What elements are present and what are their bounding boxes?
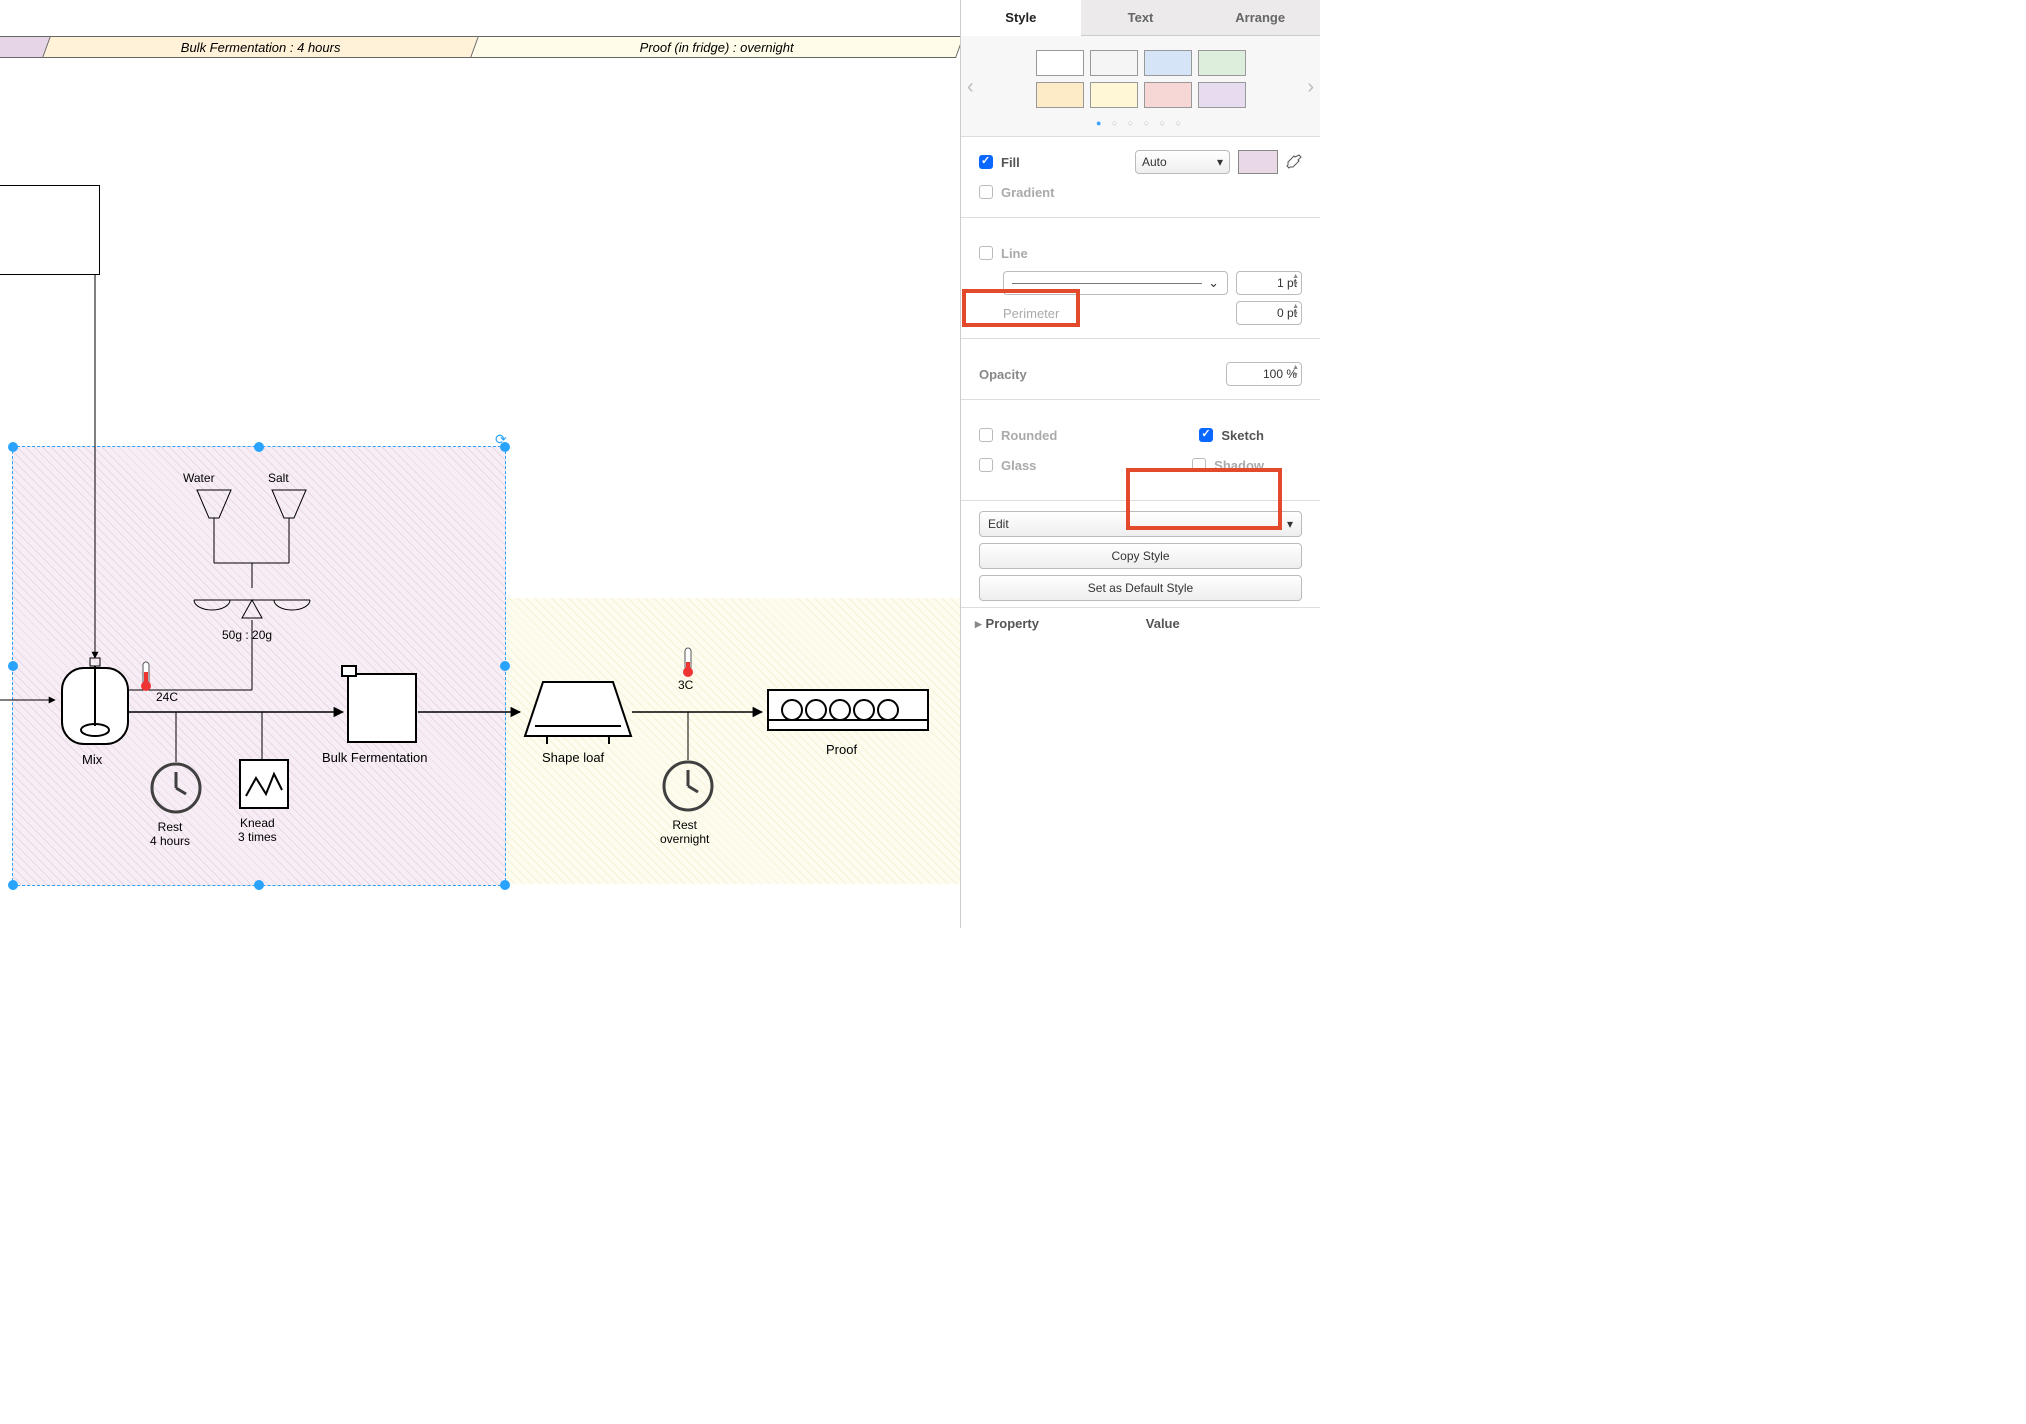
shadow-checkbox[interactable]: [1192, 458, 1206, 472]
perimeter-row: Perimeter 0 pt▲▼: [979, 298, 1302, 328]
eyedropper-icon[interactable]: [1286, 154, 1302, 170]
line-style-row: ⌄ 1 pt▲▼: [979, 268, 1302, 298]
rounded-label: Rounded: [1001, 428, 1057, 443]
line-checkbox[interactable]: [979, 246, 993, 260]
ratio-label: 50g : 20g: [222, 628, 272, 642]
disclosure-icon[interactable]: ▸: [975, 616, 982, 632]
edit-style-button[interactable]: Edit▾: [979, 511, 1302, 537]
color-swatch[interactable]: [1198, 82, 1246, 108]
color-swatch[interactable]: [1198, 50, 1246, 76]
palette-next-icon[interactable]: ›: [1307, 76, 1314, 99]
gradient-label: Gradient: [1001, 185, 1054, 200]
line-label: Line: [1001, 246, 1028, 261]
resize-handle[interactable]: [254, 880, 264, 890]
mix-label: Mix: [82, 752, 102, 767]
gradient-row: Gradient: [979, 177, 1302, 207]
temp2-label: 3C: [678, 678, 693, 692]
bulk-label: Bulk Fermentation: [322, 750, 428, 765]
resize-handle[interactable]: [500, 661, 510, 671]
property-col: Property: [986, 616, 1146, 632]
resize-handle[interactable]: [8, 661, 18, 671]
shape-label: Shape loaf: [542, 750, 604, 765]
sketch-checkbox[interactable]: [1199, 428, 1213, 442]
set-default-style-button[interactable]: Set as Default Style: [979, 575, 1302, 601]
color-swatch[interactable]: [1144, 50, 1192, 76]
opacity-label: Opacity: [979, 367, 1027, 382]
tab-style[interactable]: Style: [961, 0, 1081, 36]
opacity-field[interactable]: 100 %▲▼: [1226, 362, 1302, 386]
color-palette: ‹ › ● ○ ○ ○ ○ ○: [961, 36, 1320, 137]
sketch-label: Sketch: [1221, 428, 1264, 443]
timeline-bulk-label: Bulk Fermentation : 4 hours: [47, 37, 475, 59]
line-width-field[interactable]: 1 pt▲▼: [1236, 271, 1302, 295]
timeline-seg-proof: Proof (in fridge) : overnight: [470, 36, 960, 58]
color-swatch[interactable]: [1090, 50, 1138, 76]
palette-prev-icon[interactable]: ‹: [967, 76, 974, 99]
proof-label: Proof: [826, 742, 857, 757]
resize-handle[interactable]: [8, 880, 18, 890]
glass-label: Glass: [1001, 458, 1036, 473]
rounded-checkbox[interactable]: [979, 428, 993, 442]
salt-label: Salt: [268, 471, 289, 485]
color-swatch[interactable]: [1090, 82, 1138, 108]
tab-text[interactable]: Text: [1081, 0, 1201, 36]
line-style-select[interactable]: ⌄: [1003, 271, 1228, 295]
style-flags-row1: Rounded Sketch: [979, 420, 1302, 450]
color-swatch[interactable]: [1144, 82, 1192, 108]
timeline-seg-bulk: Bulk Fermentation : 4 hours: [42, 36, 480, 58]
proof-region: [506, 598, 960, 884]
perimeter-label: Perimeter: [1003, 306, 1059, 321]
copy-style-button[interactable]: Copy Style: [979, 543, 1302, 569]
rotate-handle[interactable]: ⟳: [495, 431, 507, 448]
resize-handle[interactable]: [8, 442, 18, 452]
gradient-checkbox[interactable]: [979, 185, 993, 199]
rest2-label: Rest overnight: [660, 818, 709, 846]
format-panel: Style Text Arrange ‹ › ● ○ ○ ○ ○ ○ Fill …: [960, 0, 1320, 928]
fill-color-chip[interactable]: [1238, 150, 1278, 174]
fill-mode-select[interactable]: Auto▾: [1135, 150, 1230, 174]
color-swatch[interactable]: [1036, 82, 1084, 108]
perimeter-field[interactable]: 0 pt▲▼: [1236, 301, 1302, 325]
fill-label: Fill: [1001, 155, 1020, 170]
knead-label: Knead 3 times: [238, 816, 277, 844]
fill-checkbox[interactable]: [979, 155, 993, 169]
style-flags-row2: Glass Shadow: [979, 450, 1302, 480]
line-row: Line: [979, 238, 1302, 268]
glass-checkbox[interactable]: [979, 458, 993, 472]
temp1-label: 24C: [156, 690, 178, 704]
timeline-proof-label: Proof (in fridge) : overnight: [475, 37, 959, 59]
resize-handle[interactable]: [254, 442, 264, 452]
rest1-label: Rest 4 hours: [150, 820, 190, 848]
fill-row: Fill Auto▾: [979, 147, 1302, 177]
tab-arrange[interactable]: Arrange: [1200, 0, 1320, 36]
color-swatch[interactable]: [1036, 50, 1084, 76]
property-header: ▸ Property Value: [961, 607, 1320, 640]
resize-handle[interactable]: [500, 880, 510, 890]
water-label: Water: [183, 471, 215, 485]
value-col: Value: [1146, 616, 1306, 632]
shadow-label: Shadow: [1214, 458, 1264, 473]
opacity-row: Opacity 100 %▲▼: [979, 359, 1302, 389]
upstream-box: [0, 185, 100, 275]
palette-pager: ● ○ ○ ○ ○ ○: [979, 118, 1302, 128]
panel-tabs: Style Text Arrange: [961, 0, 1320, 36]
diagram-canvas[interactable]: Bulk Fermentation : 4 hours Proof (in fr…: [0, 0, 960, 928]
